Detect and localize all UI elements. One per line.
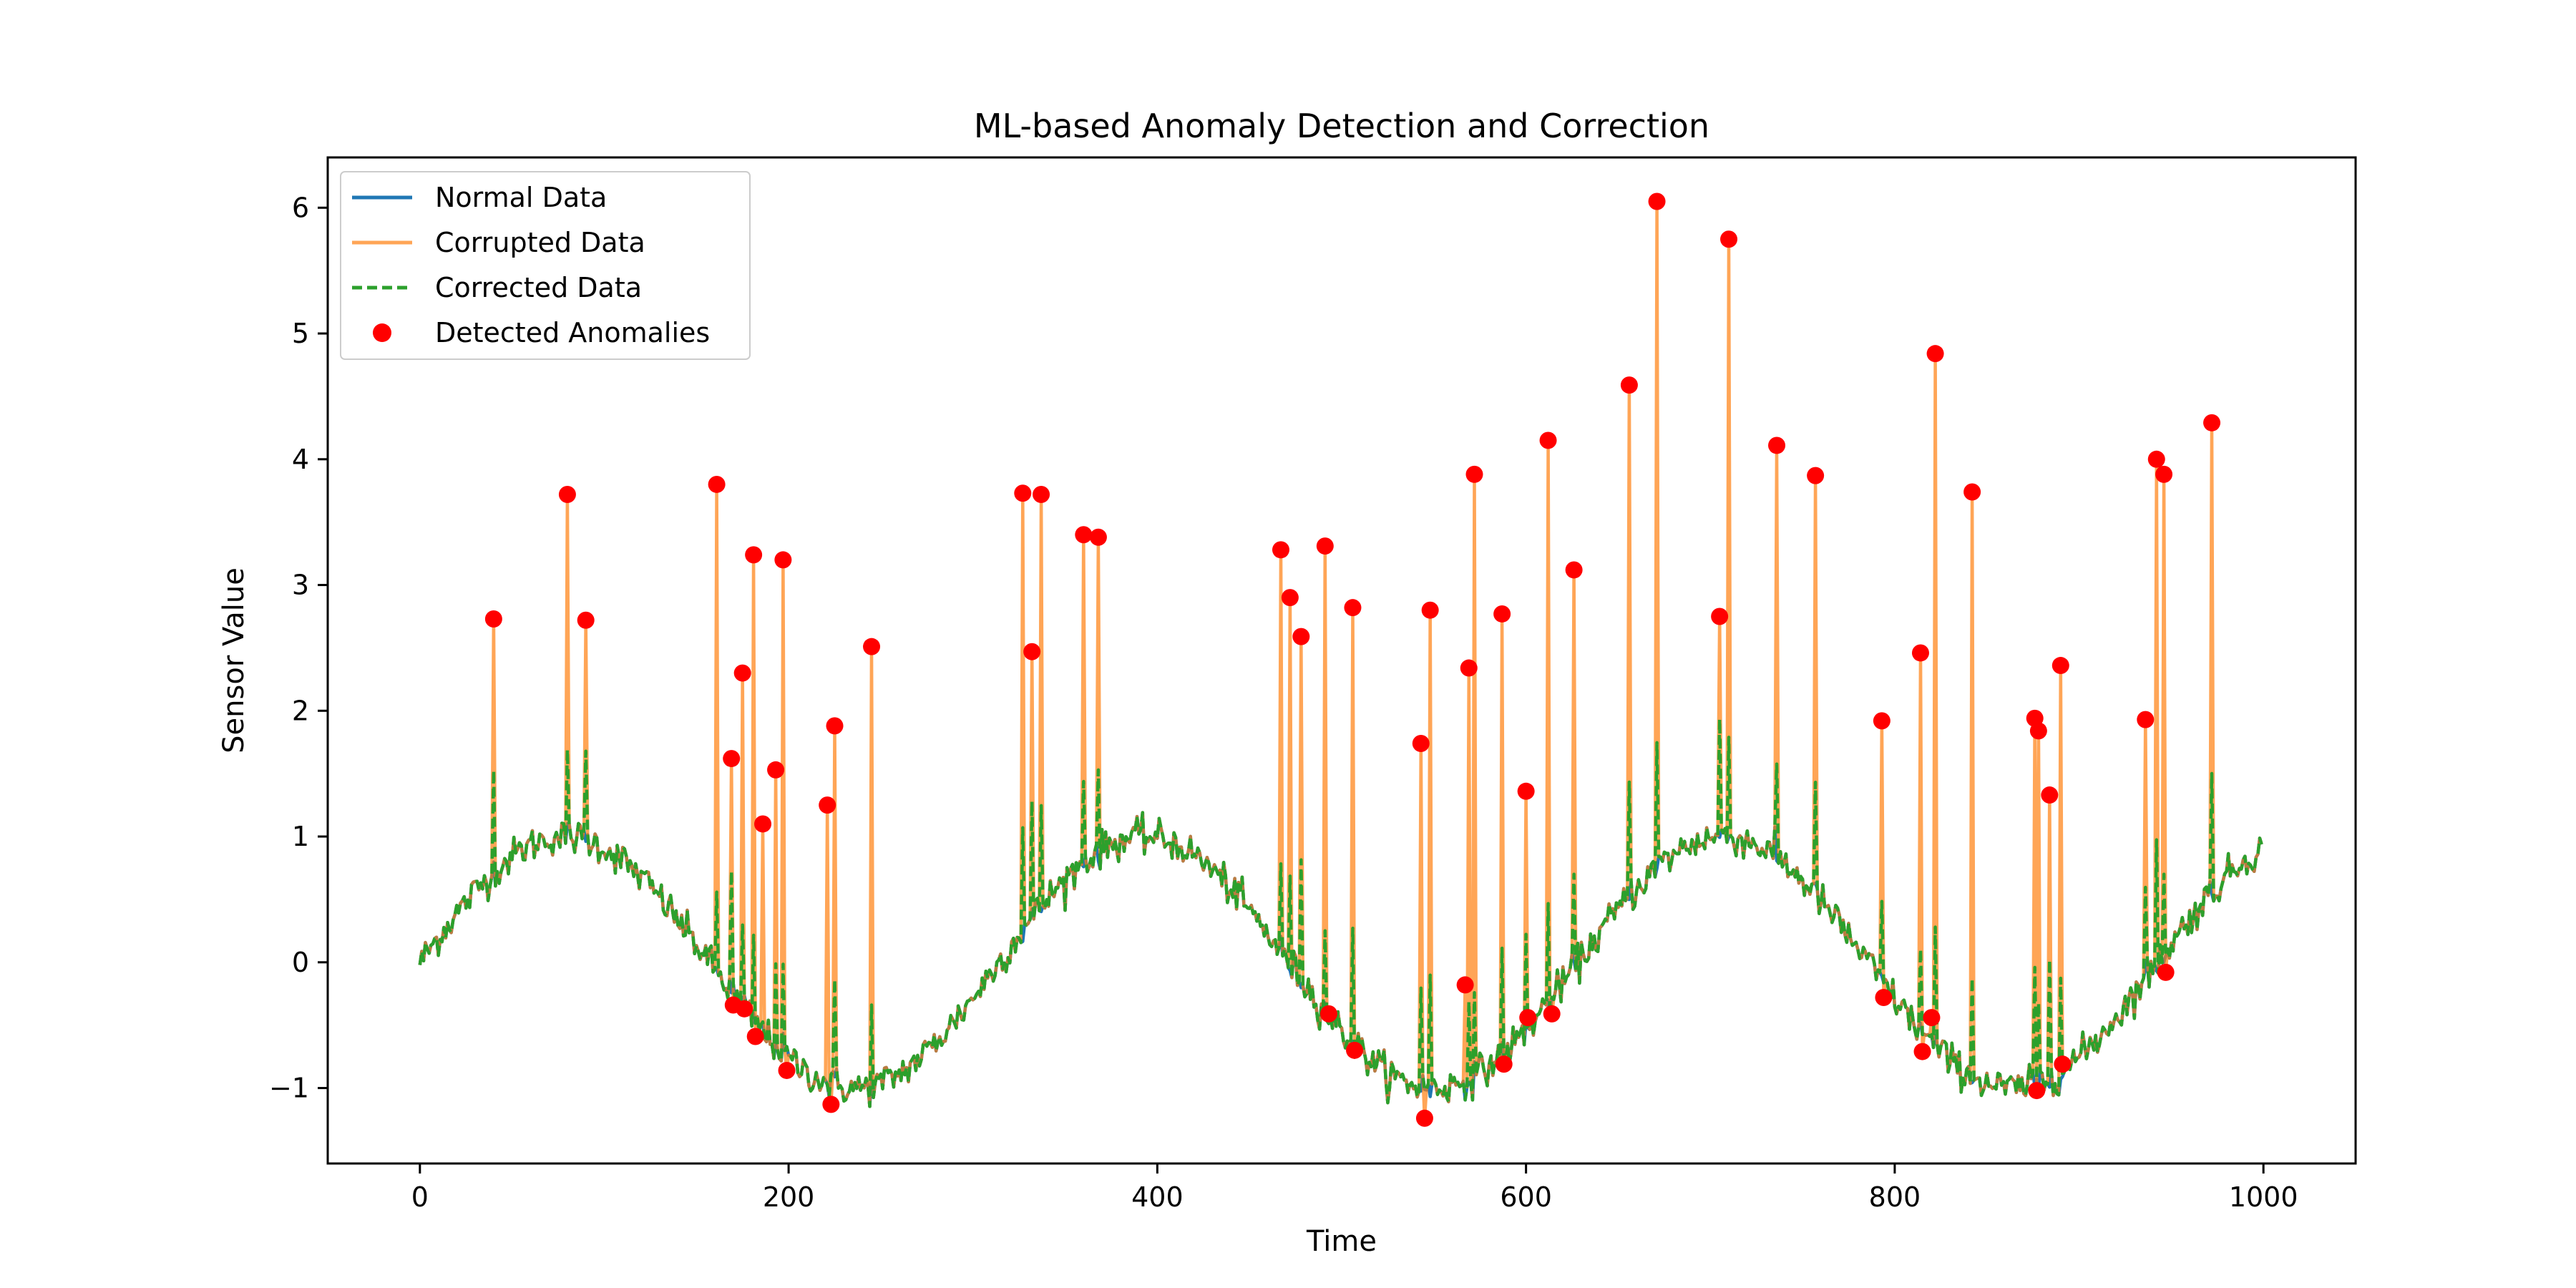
anomaly-point: [1344, 599, 1362, 617]
y-tick-label: 2: [292, 695, 309, 726]
legend-box: [340, 171, 751, 360]
x-tick-label: 600: [1500, 1181, 1552, 1213]
axis-ticks: 0 200 400 600 800 1000 −1 0 1 2 3 4 5 6: [269, 192, 2298, 1213]
legend-label-anomalies: Detected Anomalies: [435, 317, 710, 348]
anomaly-point: [2029, 722, 2047, 740]
anomaly-point: [1963, 483, 1981, 501]
anomaly-point: [723, 750, 741, 768]
anomaly-point: [1292, 628, 1310, 645]
anomaly-point: [1319, 1005, 1337, 1023]
anomaly-point: [1075, 526, 1093, 544]
anomaly-point: [1023, 643, 1041, 660]
anomaly-point: [745, 546, 763, 564]
anomaly-point: [736, 1000, 753, 1018]
anomaly-point: [2147, 450, 2165, 468]
anomaly-point: [774, 551, 792, 569]
anomaly-point: [1346, 1041, 1364, 1059]
anomaly-point: [1543, 1005, 1561, 1023]
anomaly-point: [863, 638, 881, 655]
anomaly-point: [1014, 484, 1032, 502]
anomaly-point: [2203, 414, 2221, 431]
anomaly-point: [1460, 659, 1478, 677]
legend: Normal Data Corrupted Data Corrected Dat…: [340, 171, 751, 360]
anomaly-point: [2155, 465, 2173, 483]
anomaly-point: [1495, 1055, 1513, 1073]
anomaly-point: [1768, 436, 1786, 454]
x-tick-label: 0: [411, 1181, 429, 1213]
series-line-corrected: [418, 717, 2263, 1108]
anomaly-point: [1456, 976, 1474, 994]
axes-frame: [326, 156, 2357, 1165]
plot-area: [418, 192, 2263, 1127]
legend-label-corrected: Corrected Data: [435, 272, 642, 303]
y-tick-label: 0: [292, 947, 309, 978]
chart-title: ML-based Anomaly Detection and Correctio…: [974, 107, 1709, 145]
anomaly-point: [1089, 528, 1107, 546]
anomaly-point: [1923, 1009, 1941, 1027]
anomaly-point: [1272, 541, 1289, 559]
anomaly-point: [1493, 605, 1511, 623]
anomaly-point: [1033, 486, 1050, 504]
anomaly-point: [1412, 734, 1430, 752]
anomaly-point: [2054, 1055, 2072, 1073]
anomaly-point: [1711, 608, 1729, 625]
anomaly-point: [1873, 712, 1890, 730]
anomaly-point: [2041, 786, 2059, 804]
anomaly-point: [767, 761, 785, 779]
anomaly-point: [746, 1028, 764, 1045]
anomaly-point: [1519, 1009, 1537, 1027]
anomaly-point: [819, 796, 836, 814]
anomaly-point: [1316, 537, 1334, 555]
y-axis-label: Sensor Value: [218, 567, 250, 753]
anomaly-point: [733, 664, 751, 682]
x-tick-label: 1000: [2229, 1181, 2298, 1213]
anomaly-point: [1807, 467, 1825, 484]
anomaly-point: [2028, 1082, 2046, 1100]
y-tick-label: 4: [292, 444, 309, 475]
anomaly-point: [1565, 561, 1583, 579]
y-tick-label: 5: [292, 318, 309, 349]
anomaly-point: [778, 1061, 796, 1079]
anomaly-point: [754, 815, 772, 833]
y-tick-label: −1: [269, 1073, 309, 1104]
anomaly-point: [1620, 376, 1638, 394]
anomaly-point: [1281, 589, 1299, 607]
anomaly-point: [1517, 782, 1535, 800]
anomaly-point: [484, 610, 502, 628]
x-tick-label: 200: [763, 1181, 815, 1213]
anomaly-point: [1648, 192, 1666, 210]
legend-label-corrupted: Corrupted Data: [435, 227, 645, 258]
anomaly-point: [708, 475, 726, 493]
anomaly-point: [1926, 345, 1944, 363]
anomaly-point: [2051, 657, 2069, 675]
anomaly-point: [577, 611, 595, 629]
anomaly-point: [826, 717, 844, 735]
anomaly-point: [822, 1096, 840, 1113]
y-tick-label: 3: [292, 570, 309, 601]
anomaly-point: [1415, 1109, 1433, 1127]
anomaly-point: [1720, 230, 1738, 248]
y-tick-label: 6: [292, 192, 309, 223]
anomaly-point: [558, 486, 576, 504]
x-tick-label: 800: [1869, 1181, 1921, 1213]
anomaly-point: [1421, 601, 1439, 619]
legend-swatch-anomalies: [373, 323, 391, 342]
anomaly-point: [1875, 989, 1893, 1007]
x-axis-label: Time: [1306, 1225, 1377, 1258]
anomaly-point: [1913, 1043, 1931, 1060]
anomaly-point: [1465, 465, 1483, 483]
anomaly-point: [2137, 711, 2155, 728]
anomaly-point: [2157, 963, 2175, 981]
x-tick-label: 400: [1131, 1181, 1184, 1213]
legend-label-normal: Normal Data: [435, 182, 607, 213]
y-tick-label: 1: [292, 821, 309, 852]
anomaly-point: [1539, 431, 1557, 449]
anomaly-point: [1911, 644, 1929, 662]
